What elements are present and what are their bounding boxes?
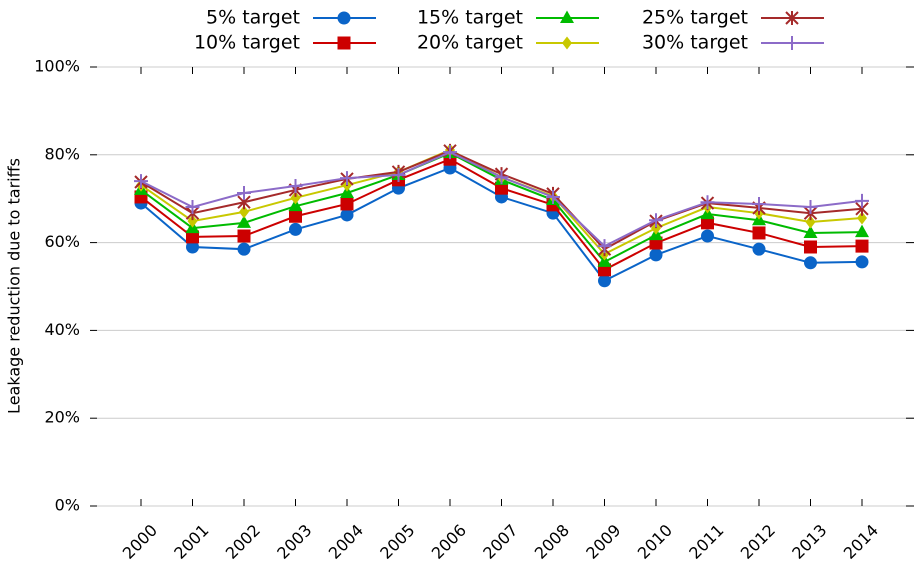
legend-marker	[560, 10, 574, 23]
data-point	[701, 216, 714, 230]
legend-label: 25% target	[642, 7, 748, 29]
data-point	[855, 193, 869, 208]
data-point	[804, 240, 817, 254]
x-tick-label: 2007	[479, 521, 521, 563]
y-axis-label: Leakage reduction due to tariffs	[5, 158, 24, 414]
x-tick-label: 2012	[737, 521, 779, 563]
data-point	[289, 209, 302, 223]
data-point	[239, 205, 249, 219]
data-point	[288, 198, 303, 212]
data-point	[289, 222, 302, 236]
data-point	[803, 225, 818, 238]
data-point	[803, 200, 818, 215]
legend-label: 5% target	[206, 7, 300, 29]
data-point	[855, 255, 869, 269]
legend-label: 20% target	[417, 32, 523, 54]
x-tick-label: 2009	[582, 521, 624, 563]
x-tick-label: 2003	[273, 521, 315, 563]
y-tick-label: 60%	[44, 232, 80, 251]
x-tick-label: 2014	[840, 521, 882, 563]
legend: 5% target 10% target 15% target 20% target 2…	[194, 7, 824, 54]
y-tick-label: 20%	[44, 408, 80, 427]
data-point	[187, 214, 198, 228]
data-point	[752, 242, 766, 256]
data-point	[546, 189, 560, 204]
data-point	[290, 191, 301, 205]
data-point	[857, 211, 867, 225]
legend-marker	[785, 11, 799, 25]
x-tick-label: 2001	[170, 521, 212, 563]
data-point	[855, 224, 869, 238]
data-point	[186, 240, 199, 254]
data-point	[649, 213, 663, 228]
legend-label: 30% target	[642, 32, 748, 54]
data-point	[237, 185, 251, 200]
data-point	[804, 256, 817, 270]
data-point	[598, 274, 611, 288]
legend-marker	[337, 11, 351, 25]
data-point	[237, 215, 251, 228]
legend-label: 10% target	[194, 32, 300, 54]
data-point	[855, 239, 869, 253]
data-point	[340, 185, 354, 198]
legend-marker	[785, 36, 799, 50]
x-tick-label: 2004	[325, 521, 367, 563]
legend-marker	[562, 36, 572, 50]
data-point	[700, 195, 715, 210]
data-point	[752, 226, 766, 240]
data-point	[494, 170, 509, 185]
x-tick-label: 2002	[222, 521, 264, 563]
x-tick-label: 2006	[428, 521, 470, 563]
data-point	[597, 254, 612, 267]
x-tick-label: 2010	[634, 521, 676, 563]
data-point	[752, 196, 766, 211]
x-tick-label: 2008	[531, 521, 573, 563]
x-tick-label: 2011	[685, 521, 727, 563]
data-point	[495, 181, 508, 195]
data-point	[597, 239, 612, 254]
data-point	[340, 171, 354, 186]
x-tick-label: 2000	[119, 521, 161, 563]
data-point	[701, 229, 714, 243]
y-tick-label: 0%	[55, 496, 80, 515]
y-tick-label: 80%	[44, 144, 80, 163]
data-point	[134, 174, 148, 189]
y-tick-label: 40%	[44, 320, 80, 339]
x-tick-label: 2013	[788, 521, 830, 563]
data-point	[649, 248, 663, 262]
x-tick-label: 2005	[376, 521, 418, 563]
data-point	[805, 215, 816, 229]
data-point	[185, 200, 200, 215]
data-point	[237, 229, 251, 243]
data-point	[288, 178, 303, 193]
data-point	[340, 208, 354, 222]
legend-marker	[337, 36, 351, 50]
data-point	[443, 145, 457, 160]
data-point	[186, 230, 199, 244]
data-point	[391, 167, 406, 182]
y-tick-label: 100%	[34, 57, 80, 76]
data-point	[340, 197, 354, 211]
legend-label: 15% target	[417, 7, 523, 29]
data-point	[237, 242, 251, 256]
